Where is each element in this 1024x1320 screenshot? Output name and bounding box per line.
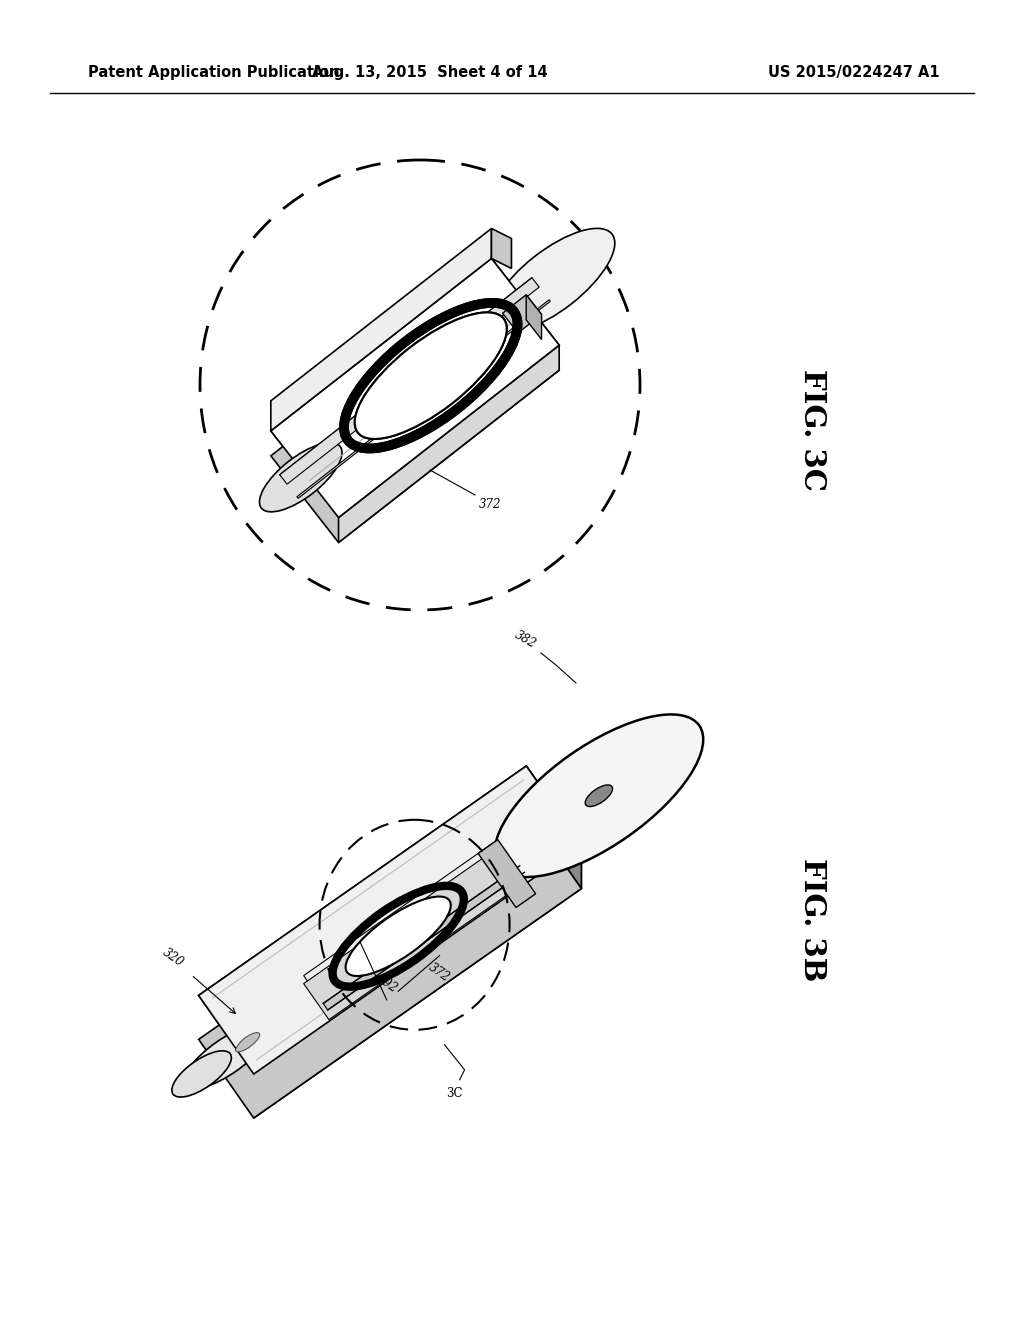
Ellipse shape bbox=[172, 1051, 231, 1097]
Polygon shape bbox=[492, 228, 511, 268]
Polygon shape bbox=[304, 846, 525, 1019]
Ellipse shape bbox=[585, 785, 612, 807]
Ellipse shape bbox=[259, 442, 342, 512]
Text: 3C: 3C bbox=[446, 1086, 463, 1100]
Ellipse shape bbox=[511, 795, 596, 859]
Polygon shape bbox=[254, 845, 582, 1118]
Text: US 2015/0224247 A1: US 2015/0224247 A1 bbox=[768, 65, 940, 79]
Text: 392: 392 bbox=[374, 972, 399, 995]
Polygon shape bbox=[304, 838, 525, 1011]
Polygon shape bbox=[526, 294, 542, 339]
Ellipse shape bbox=[354, 313, 507, 440]
Polygon shape bbox=[280, 277, 540, 484]
Text: 372: 372 bbox=[427, 961, 453, 985]
Polygon shape bbox=[503, 294, 542, 333]
Text: 382: 382 bbox=[512, 628, 538, 651]
Polygon shape bbox=[339, 345, 559, 543]
Polygon shape bbox=[478, 840, 536, 907]
Polygon shape bbox=[270, 259, 559, 517]
Ellipse shape bbox=[345, 896, 451, 975]
Polygon shape bbox=[199, 810, 582, 1118]
Text: 372: 372 bbox=[479, 498, 502, 511]
Text: Aug. 13, 2015  Sheet 4 of 14: Aug. 13, 2015 Sheet 4 of 14 bbox=[312, 65, 548, 79]
Text: 320: 320 bbox=[161, 946, 186, 970]
Text: FIG. 3C: FIG. 3C bbox=[798, 370, 827, 491]
Polygon shape bbox=[199, 766, 582, 1074]
Polygon shape bbox=[270, 259, 559, 517]
Polygon shape bbox=[199, 766, 582, 1074]
Polygon shape bbox=[270, 284, 559, 543]
Polygon shape bbox=[324, 866, 524, 1010]
Polygon shape bbox=[297, 300, 550, 499]
Ellipse shape bbox=[183, 1024, 268, 1089]
Polygon shape bbox=[236, 1032, 260, 1052]
Ellipse shape bbox=[354, 313, 507, 440]
Polygon shape bbox=[270, 228, 492, 430]
Polygon shape bbox=[526, 766, 582, 888]
Ellipse shape bbox=[490, 228, 614, 333]
Ellipse shape bbox=[495, 714, 703, 876]
Text: FIG. 3B: FIG. 3B bbox=[798, 858, 827, 982]
Text: Patent Application Publication: Patent Application Publication bbox=[88, 65, 340, 79]
